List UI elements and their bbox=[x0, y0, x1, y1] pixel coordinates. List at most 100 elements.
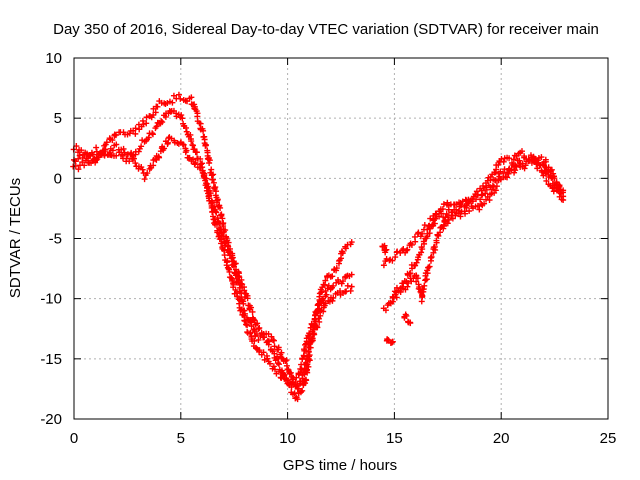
data-point bbox=[183, 147, 190, 154]
data-point bbox=[143, 114, 150, 121]
data-point bbox=[179, 115, 186, 122]
data-point bbox=[270, 363, 277, 370]
data-point bbox=[455, 210, 462, 217]
data-point bbox=[217, 204, 224, 211]
data-point bbox=[533, 161, 540, 168]
y-tick-label: 5 bbox=[54, 110, 62, 127]
data-point bbox=[536, 162, 543, 169]
data-point bbox=[203, 180, 210, 187]
data-point bbox=[457, 213, 464, 220]
data-point bbox=[384, 336, 391, 343]
data-point bbox=[199, 167, 206, 174]
data-point bbox=[267, 360, 274, 367]
data-point bbox=[209, 209, 216, 216]
data-point bbox=[521, 165, 528, 172]
data-point bbox=[482, 190, 489, 197]
data-point bbox=[183, 124, 190, 131]
data-point bbox=[164, 139, 171, 146]
data-point bbox=[229, 277, 236, 284]
data-point bbox=[442, 217, 449, 224]
data-point bbox=[265, 341, 272, 348]
data-point bbox=[167, 108, 174, 115]
data-point bbox=[98, 151, 105, 158]
data-point bbox=[254, 320, 261, 327]
data-point bbox=[500, 158, 507, 165]
data-point bbox=[554, 187, 561, 194]
data-point bbox=[423, 276, 430, 283]
data-point bbox=[120, 145, 127, 152]
data-point bbox=[306, 330, 313, 337]
data-point bbox=[279, 372, 286, 379]
data-point bbox=[288, 380, 295, 387]
data-point bbox=[253, 331, 260, 338]
x-tick-label: 10 bbox=[279, 430, 296, 447]
data-point bbox=[453, 206, 460, 213]
data-point bbox=[323, 291, 330, 298]
data-point bbox=[113, 152, 120, 159]
data-point bbox=[383, 246, 390, 253]
data-point bbox=[424, 226, 431, 233]
data-point bbox=[208, 166, 215, 173]
data-point bbox=[545, 174, 552, 181]
data-point bbox=[348, 239, 355, 246]
data-point bbox=[437, 224, 444, 231]
data-point bbox=[419, 246, 426, 253]
data-point bbox=[177, 95, 184, 102]
data-points bbox=[70, 91, 567, 403]
data-point bbox=[560, 196, 567, 203]
data-point bbox=[382, 307, 389, 314]
data-point bbox=[330, 294, 337, 301]
data-point bbox=[130, 155, 137, 162]
data-point bbox=[162, 113, 169, 120]
data-point bbox=[302, 380, 309, 387]
x-tick-label: 0 bbox=[70, 430, 78, 447]
data-point bbox=[197, 155, 204, 162]
data-point bbox=[210, 171, 217, 178]
data-point bbox=[287, 369, 294, 376]
data-point bbox=[389, 257, 396, 264]
data-point bbox=[534, 165, 541, 172]
data-point bbox=[306, 352, 313, 359]
data-point bbox=[193, 149, 200, 156]
data-point bbox=[175, 91, 182, 98]
data-point bbox=[348, 283, 355, 290]
data-point bbox=[97, 150, 104, 157]
data-point bbox=[443, 210, 450, 217]
data-point bbox=[93, 144, 100, 151]
data-point bbox=[508, 166, 515, 173]
data-point bbox=[140, 121, 147, 128]
data-point bbox=[474, 191, 481, 198]
data-point bbox=[433, 237, 440, 244]
data-point bbox=[392, 254, 399, 261]
chart-title: Day 350 of 2016, Sidereal Day-to-day VTE… bbox=[53, 21, 599, 38]
data-point bbox=[132, 130, 139, 137]
data-point bbox=[260, 349, 267, 356]
data-point bbox=[474, 202, 481, 209]
data-point bbox=[393, 294, 400, 301]
data-point bbox=[380, 262, 387, 269]
data-point bbox=[275, 344, 282, 351]
data-point bbox=[404, 246, 411, 253]
data-point bbox=[506, 155, 513, 162]
data-point bbox=[75, 155, 82, 162]
data-point bbox=[307, 324, 314, 331]
data-point bbox=[413, 259, 420, 266]
data-point bbox=[161, 145, 168, 152]
data-point bbox=[294, 396, 301, 403]
data-point bbox=[335, 278, 342, 285]
data-point bbox=[532, 155, 539, 162]
data-point bbox=[88, 159, 95, 166]
tick-labels: 0 5 10 15 20 25 -20 -15 -10 -5 0 5 10 bbox=[40, 50, 616, 447]
data-point bbox=[316, 305, 323, 312]
data-point bbox=[407, 270, 414, 277]
data-point bbox=[419, 294, 426, 301]
data-point bbox=[293, 374, 300, 381]
data-point bbox=[329, 273, 336, 280]
data-point bbox=[492, 187, 499, 194]
data-point bbox=[180, 141, 187, 148]
data-point bbox=[232, 272, 239, 279]
data-point bbox=[300, 353, 307, 360]
data-point bbox=[344, 282, 351, 289]
data-point bbox=[431, 243, 438, 250]
data-point bbox=[138, 143, 145, 150]
